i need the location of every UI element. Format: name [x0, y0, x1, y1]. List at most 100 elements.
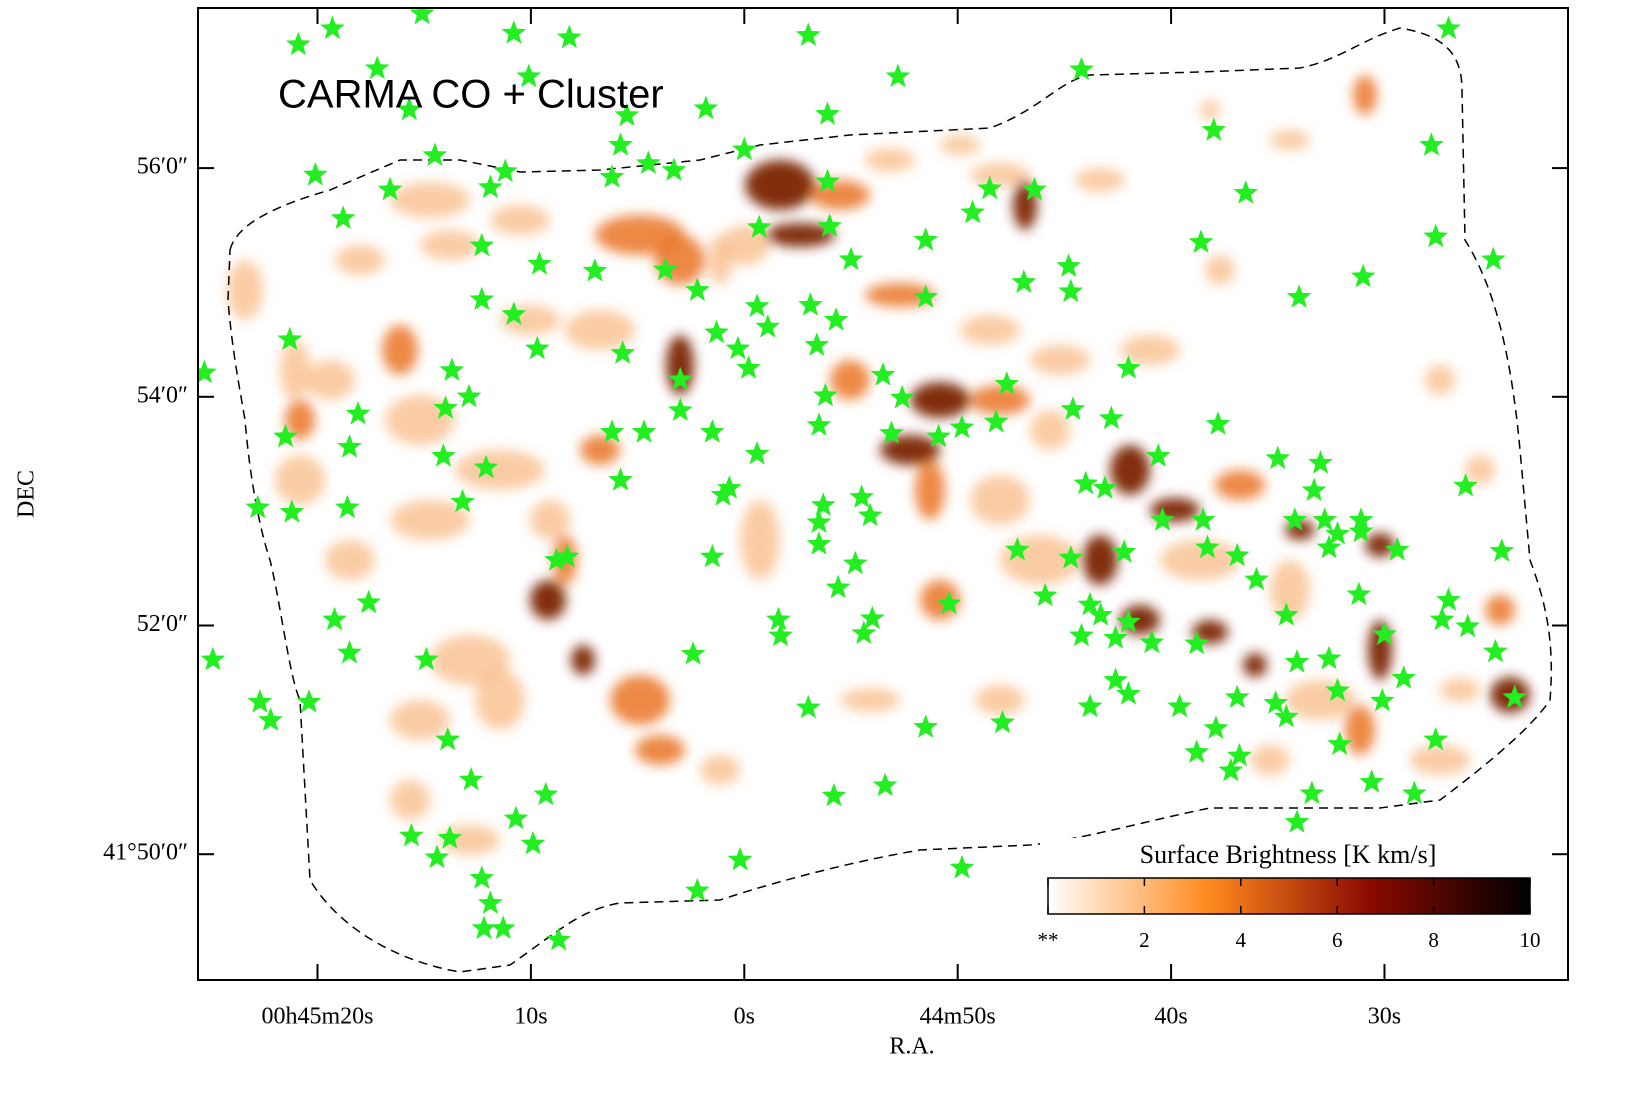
cluster-star [478, 174, 503, 199]
cluster-star [1384, 537, 1410, 561]
cluster-star [599, 164, 625, 188]
cluster-star [1453, 473, 1478, 497]
cluster-star [1005, 537, 1030, 561]
cluster-star [983, 409, 1009, 433]
cluster-star [823, 307, 849, 331]
cluster-star [926, 423, 951, 448]
emission-blob [1368, 620, 1392, 680]
cluster-star [768, 622, 793, 647]
emission-blob [1353, 75, 1377, 115]
cluster-star [1011, 269, 1037, 293]
cluster-star [296, 689, 322, 713]
cluster-star [949, 414, 975, 439]
cluster-star [1088, 602, 1113, 626]
cluster-markers [198, 8, 1527, 951]
cluster-star [1308, 450, 1333, 474]
emission-blob [1030, 345, 1090, 375]
cluster-star [913, 284, 938, 308]
y-tick-label: 54′0″ [137, 382, 188, 408]
cluster-star [815, 168, 840, 193]
cluster-star [680, 641, 706, 665]
emission-blob [571, 645, 595, 675]
cluster-star [527, 251, 552, 275]
cluster-star [1370, 688, 1395, 712]
cluster-star [842, 550, 868, 575]
cluster-star [439, 357, 465, 381]
cluster-star [471, 915, 497, 940]
cluster-star [337, 434, 362, 458]
cluster-star [1056, 253, 1081, 277]
emission-blob [1345, 705, 1375, 755]
x-tick-label: 44m50s [920, 1004, 996, 1030]
emission-blob [830, 360, 870, 400]
cluster-star [303, 162, 328, 186]
cluster-star [608, 467, 633, 491]
emission-blob [1030, 410, 1070, 450]
cluster-star [414, 646, 439, 671]
cluster-star [960, 199, 985, 224]
cluster-star [1224, 542, 1250, 567]
colorbar-tick-label: 2 [1139, 928, 1150, 952]
emission-blob [1192, 620, 1228, 644]
cluster-star [322, 606, 347, 631]
x-tick-label: 0s [734, 1004, 755, 1030]
cluster-star [1316, 534, 1342, 559]
emission-blob [390, 700, 450, 740]
cluster-star [631, 419, 657, 443]
cluster-star [1167, 693, 1192, 718]
emission-blob [1075, 168, 1125, 192]
cluster-star [279, 499, 305, 523]
cluster-star [458, 766, 484, 791]
cluster-star [1195, 534, 1220, 559]
cluster-star [825, 574, 851, 599]
emission-blob [1160, 540, 1240, 580]
emission-blob [1365, 533, 1395, 557]
cluster-star [746, 214, 772, 239]
cluster-star [744, 441, 770, 465]
emission-blob [740, 500, 780, 580]
colorbar-tick-label: 6 [1332, 928, 1343, 952]
x-tick-label: 10s [514, 1004, 547, 1030]
cluster-star [857, 502, 883, 527]
cluster-star [1244, 566, 1269, 591]
cluster-star [1116, 681, 1141, 705]
cluster-star [335, 494, 360, 519]
emission-blob [1270, 130, 1310, 150]
cluster-star [810, 492, 836, 516]
cluster-star [667, 366, 693, 391]
emission-blob [970, 475, 1030, 525]
colorbar-tick-label: 8 [1428, 928, 1439, 952]
cluster-star [1188, 229, 1214, 253]
cluster-star [1203, 715, 1229, 739]
emission-blob [720, 225, 770, 265]
emission-blob [1425, 365, 1455, 395]
cluster-star [1423, 223, 1449, 248]
cluster-star [913, 227, 938, 251]
cluster-star [1480, 246, 1506, 271]
emission-blob [940, 135, 980, 155]
cluster-star [710, 482, 736, 506]
emission-blob [1465, 455, 1495, 485]
cluster-star [806, 412, 832, 436]
cluster-star [1502, 684, 1527, 709]
cluster-star [546, 927, 571, 951]
cluster-star [755, 314, 781, 338]
cluster-star [433, 395, 458, 419]
cluster-star [1224, 684, 1250, 709]
cluster-star [849, 484, 874, 508]
cluster-star [1116, 355, 1141, 379]
cluster-star [817, 213, 842, 237]
cluster-star [364, 55, 390, 80]
cluster-star [1284, 809, 1310, 833]
emission-blob [970, 163, 1030, 187]
emission-blob [285, 400, 315, 440]
cluster-star [725, 335, 751, 360]
cluster-star [1184, 630, 1210, 655]
emission-blob [666, 335, 694, 395]
emission-blob [280, 340, 310, 400]
cluster-star [422, 142, 448, 166]
cluster-star [744, 293, 770, 317]
cluster-star [1312, 507, 1338, 531]
cluster-star [661, 157, 687, 181]
emission-blob [335, 245, 385, 275]
